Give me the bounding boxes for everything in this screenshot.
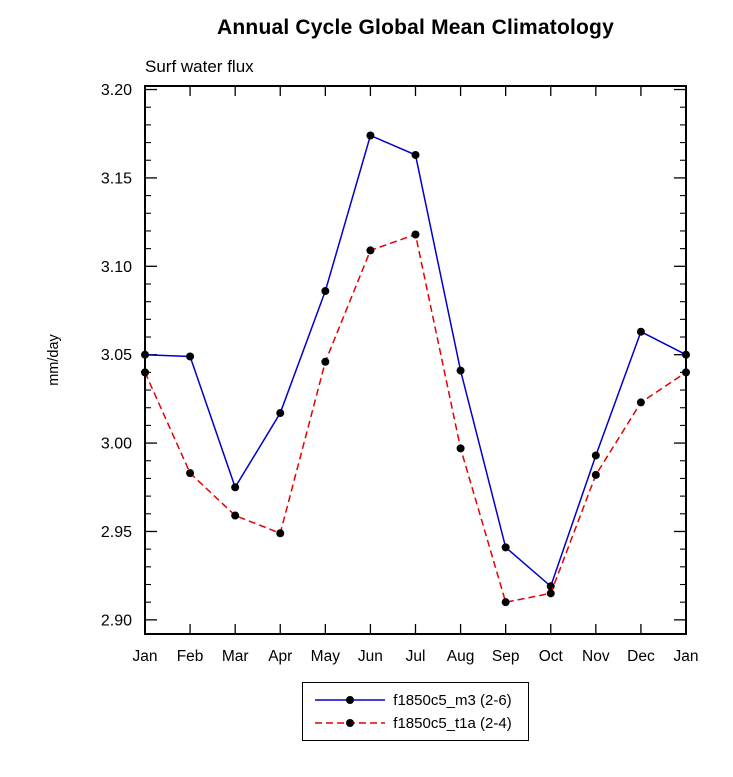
- y-tick-label: 3.00: [101, 436, 132, 453]
- x-tick-label: Jun: [358, 648, 383, 665]
- x-tick-label: Oct: [539, 648, 564, 665]
- data-point-marker: [501, 543, 510, 552]
- data-point-marker: [276, 529, 285, 538]
- legend-label: f1850c5_t1a (2-4): [393, 714, 512, 732]
- x-tick-label: Jan: [133, 648, 158, 665]
- data-point-marker: [141, 350, 149, 359]
- data-point-marker: [546, 582, 555, 591]
- data-point-marker: [366, 131, 375, 140]
- x-tick-label: Mar: [222, 648, 249, 665]
- data-point-marker: [186, 352, 195, 361]
- data-point-marker: [141, 368, 149, 377]
- data-point-marker: [501, 598, 510, 607]
- data-point-marker: [636, 327, 645, 336]
- legend-item: f1850c5_t1a (2-4): [313, 714, 512, 732]
- legend-box: f1850c5_m3 (2-6) f1850c5_t1a (2-4): [302, 682, 529, 741]
- legend-sample-marker: [346, 696, 355, 704]
- axis-frame: [144, 85, 687, 635]
- y-axis-label: mm/day: [46, 333, 62, 385]
- data-point-marker: [456, 444, 465, 453]
- y-tick-label: 3.05: [101, 347, 132, 364]
- y-tick-label: 3.20: [101, 82, 132, 99]
- x-tick-label: May: [311, 648, 341, 665]
- legend-line-sample: [315, 696, 386, 704]
- x-tick-label: Dec: [627, 648, 655, 665]
- data-point-marker: [231, 511, 240, 520]
- legend-label: f1850c5_m3 (2-6): [393, 691, 512, 709]
- data-point-marker: [636, 398, 645, 407]
- chart-title: Annual Cycle Global Mean Climatology: [217, 16, 614, 39]
- data-point-marker: [546, 589, 555, 598]
- x-tick-label: Apr: [268, 648, 292, 665]
- x-tick-label: Aug: [447, 648, 475, 665]
- data-point-marker: [682, 350, 690, 359]
- legend-item: f1850c5_m3 (2-6): [313, 691, 512, 709]
- y-tick-label: 3.15: [101, 170, 132, 187]
- x-tick-label: Nov: [582, 648, 610, 665]
- data-point-marker: [321, 357, 330, 366]
- x-tick-label: Feb: [177, 648, 204, 665]
- data-point-marker: [366, 246, 375, 255]
- legend-sample-marker: [346, 719, 355, 727]
- data-point-marker: [456, 366, 465, 375]
- series-line: [144, 233, 687, 604]
- y-tick-label: 3.10: [101, 259, 132, 276]
- data-point-marker: [411, 230, 420, 239]
- data-point-marker: [411, 150, 420, 159]
- chart-subtitle: Surf water flux: [145, 57, 254, 76]
- data-point-marker: [231, 483, 240, 492]
- data-point-marker: [321, 287, 330, 296]
- data-point-marker: [276, 409, 285, 418]
- x-tick-label: Sep: [492, 648, 520, 665]
- legend-line-sample: [315, 719, 386, 727]
- data-point-marker: [682, 368, 690, 377]
- data-point-marker: [591, 470, 600, 479]
- data-point-marker: [591, 451, 600, 460]
- chart-legend: f1850c5_m3 (2-6) f1850c5_t1a (2-4): [145, 682, 686, 741]
- y-tick-label: 2.90: [101, 612, 132, 629]
- data-point-marker: [186, 469, 195, 478]
- y-tick-label: 2.95: [101, 524, 132, 541]
- x-tick-label: Jul: [406, 648, 426, 665]
- x-tick-label: Jan: [674, 648, 699, 665]
- series-line: [144, 134, 687, 588]
